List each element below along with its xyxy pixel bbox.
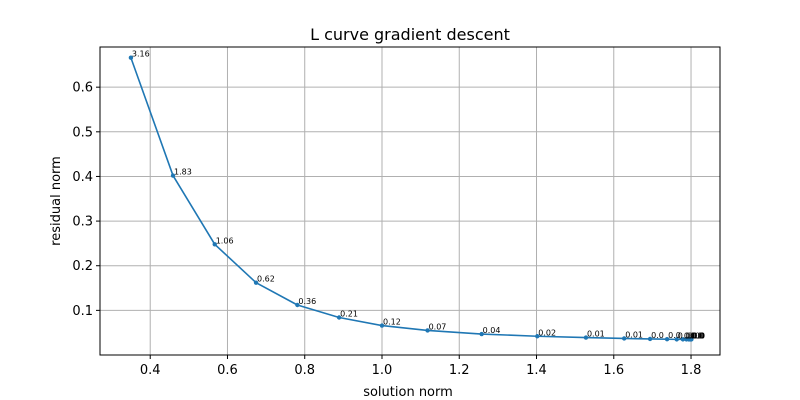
- data-point: [170, 173, 176, 178]
- data-point: [664, 336, 670, 342]
- data-point-label: 0.0: [692, 331, 705, 340]
- data-point: [583, 335, 589, 340]
- x-tick-label: 1.6: [603, 363, 624, 378]
- data-point-label: 0.01: [587, 330, 605, 339]
- data-point-label: 0.0: [651, 331, 664, 340]
- data-point: [647, 336, 653, 342]
- x-tick-label: 0.6: [217, 363, 238, 378]
- data-point-label: 0.02: [538, 328, 556, 337]
- data-point: [535, 334, 540, 339]
- data-point-label: 0.12: [383, 318, 401, 327]
- data-point: [212, 242, 217, 247]
- data-point-label: 0.62: [257, 275, 275, 284]
- data-point-label: 0.36: [298, 297, 316, 306]
- plot-frame: [99, 46, 721, 356]
- data-point-label: 0.0: [691, 331, 704, 340]
- data-point-label: 0.0: [684, 331, 697, 340]
- x-tick-label: 0.4: [140, 363, 161, 378]
- data-point-label: 0.0: [687, 331, 700, 340]
- data-point-label: 1.83: [174, 168, 192, 177]
- y-tick-label: 0.2: [72, 259, 93, 274]
- data-point: [128, 55, 134, 60]
- data-point-label: 0.0: [668, 331, 681, 340]
- x-axis-title: solution norm: [363, 385, 453, 400]
- x-tick-label: 1.8: [681, 363, 702, 378]
- y-axis-title: residual norm: [49, 156, 64, 246]
- data-point-label: 0.07: [429, 322, 447, 331]
- data-point: [425, 328, 430, 333]
- data-point: [336, 315, 342, 320]
- data-point: [621, 336, 627, 341]
- y-tick-label: 0.5: [72, 125, 93, 140]
- data-point: [689, 337, 694, 342]
- data-point-label: 0.0: [678, 331, 691, 340]
- y-tick-label: 0.6: [72, 81, 93, 96]
- point-label-layer: 3.16 1.83 1.06 0.62 0.36 0.21 0.12 0.07 0.04 0.02…: [132, 50, 705, 341]
- data-point-label: 0.0: [690, 331, 703, 340]
- x-tick-label: 1.4: [526, 363, 547, 378]
- y-tick-label: 0.1: [72, 304, 93, 319]
- series-layer: [128, 55, 694, 342]
- y-tick-label: 0.4: [72, 170, 93, 185]
- x-tick-label: 0.8: [294, 363, 315, 378]
- data-point-label: 1.06: [216, 236, 234, 245]
- data-point-label: 0.0: [692, 331, 705, 340]
- data-point: [680, 337, 686, 342]
- data-point: [379, 323, 385, 328]
- x-tick-label: 1.0: [372, 363, 393, 378]
- y-tick-label: 0.3: [72, 215, 93, 230]
- data-point-label: 3.16: [132, 50, 150, 59]
- data-point: [479, 331, 484, 337]
- data-point: [295, 302, 300, 308]
- chart-title: L curve gradient descent: [310, 25, 510, 44]
- data-point-label: 0.0: [692, 331, 705, 340]
- data-point-label: 0.01: [625, 330, 643, 339]
- grid-layer: [100, 47, 720, 355]
- tick-layer: 0.4 0.6 0.8 1.0 1.2 1.4 1.6 1.8 0.1 0.2 0.3 0.4 0.5 0…: [72, 81, 701, 378]
- data-point: [674, 337, 679, 342]
- data-point-label: 0.21: [340, 310, 358, 319]
- data-point: [253, 280, 259, 285]
- data-point-label: 0.04: [483, 326, 501, 335]
- x-tick-label: 1.2: [449, 363, 470, 378]
